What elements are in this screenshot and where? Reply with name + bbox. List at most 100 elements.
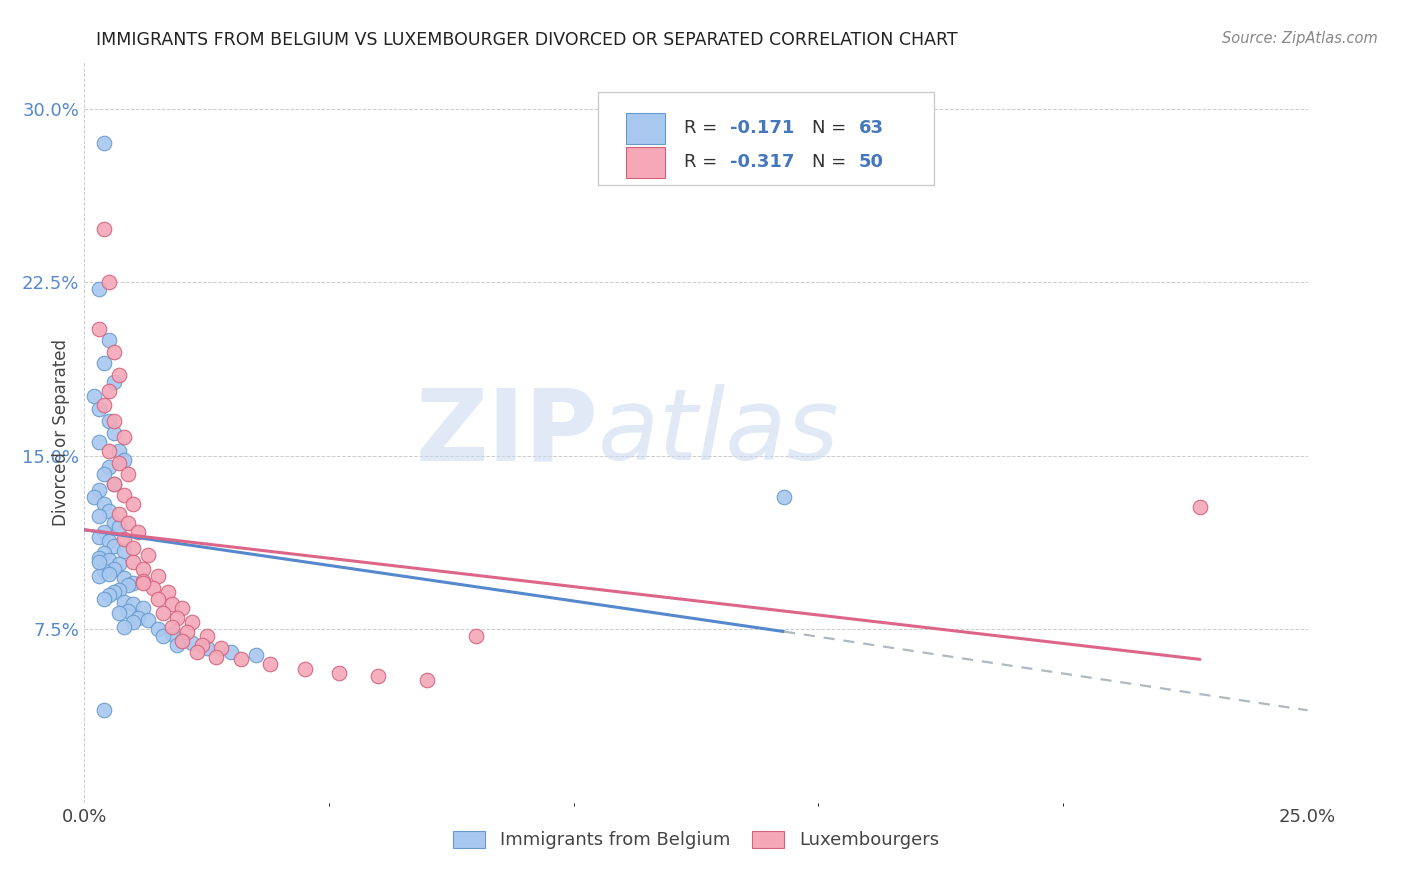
- Point: [112, 453, 135, 467]
- Point: [176, 624, 198, 639]
- Point: [166, 639, 188, 653]
- Point: [219, 645, 242, 659]
- Point: [97, 444, 120, 458]
- Point: [87, 550, 110, 565]
- Point: [93, 703, 115, 717]
- Point: [87, 402, 110, 417]
- Point: [127, 610, 149, 624]
- Point: [97, 588, 120, 602]
- Point: [117, 467, 139, 482]
- Point: [122, 541, 145, 556]
- Point: [136, 613, 159, 627]
- Text: atlas: atlas: [598, 384, 839, 481]
- Point: [103, 344, 125, 359]
- Point: [97, 333, 120, 347]
- Point: [122, 497, 145, 511]
- Point: [97, 534, 120, 549]
- FancyBboxPatch shape: [626, 112, 665, 144]
- Point: [132, 576, 155, 591]
- Point: [156, 585, 179, 599]
- Point: [195, 640, 218, 655]
- Point: [122, 597, 145, 611]
- Point: [328, 666, 350, 681]
- Point: [97, 566, 120, 581]
- Point: [107, 606, 129, 620]
- Point: [416, 673, 439, 688]
- Point: [162, 597, 184, 611]
- Point: [117, 604, 139, 618]
- Point: [107, 368, 129, 382]
- Point: [464, 629, 486, 643]
- Point: [209, 640, 232, 655]
- Point: [87, 282, 110, 296]
- Point: [87, 569, 110, 583]
- FancyBboxPatch shape: [626, 146, 665, 178]
- Point: [195, 629, 218, 643]
- Point: [103, 585, 125, 599]
- Point: [132, 574, 155, 588]
- Point: [172, 633, 194, 648]
- Text: R =: R =: [683, 153, 723, 171]
- Point: [87, 434, 110, 449]
- Text: Source: ZipAtlas.com: Source: ZipAtlas.com: [1222, 31, 1378, 46]
- Point: [112, 594, 135, 608]
- Point: [146, 569, 169, 583]
- Point: [112, 532, 135, 546]
- Point: [107, 456, 129, 470]
- Y-axis label: Divorced or Separated: Divorced or Separated: [52, 339, 70, 526]
- Point: [107, 444, 129, 458]
- Point: [107, 558, 129, 572]
- Point: [93, 546, 115, 560]
- Point: [245, 648, 267, 662]
- Point: [112, 620, 135, 634]
- Point: [773, 491, 796, 505]
- Point: [83, 491, 105, 505]
- Point: [107, 582, 129, 597]
- Point: [93, 467, 115, 482]
- Point: [103, 425, 125, 440]
- Point: [162, 620, 184, 634]
- Point: [93, 398, 115, 412]
- Point: [259, 657, 281, 671]
- Point: [166, 610, 188, 624]
- Point: [162, 627, 184, 641]
- Point: [93, 565, 115, 579]
- Point: [142, 581, 165, 595]
- Point: [107, 507, 129, 521]
- Text: R =: R =: [683, 120, 723, 137]
- Point: [103, 516, 125, 530]
- Point: [136, 548, 159, 562]
- Point: [103, 414, 125, 428]
- Point: [122, 615, 145, 630]
- FancyBboxPatch shape: [598, 92, 935, 185]
- Point: [367, 668, 389, 682]
- Point: [87, 483, 110, 498]
- Point: [172, 601, 194, 615]
- Point: [146, 622, 169, 636]
- Point: [117, 516, 139, 530]
- Point: [122, 576, 145, 591]
- Point: [103, 476, 125, 491]
- Point: [229, 652, 252, 666]
- Point: [1188, 500, 1211, 514]
- Text: -0.171: -0.171: [730, 120, 794, 137]
- Point: [152, 606, 174, 620]
- Legend: Immigrants from Belgium, Luxembourgers: Immigrants from Belgium, Luxembourgers: [446, 823, 946, 856]
- Point: [132, 601, 155, 615]
- Point: [294, 662, 316, 676]
- Point: [107, 520, 129, 534]
- Text: -0.317: -0.317: [730, 153, 794, 171]
- Point: [93, 136, 115, 151]
- Point: [181, 636, 204, 650]
- Point: [117, 578, 139, 592]
- Point: [181, 615, 204, 630]
- Text: IMMIGRANTS FROM BELGIUM VS LUXEMBOURGER DIVORCED OR SEPARATED CORRELATION CHART: IMMIGRANTS FROM BELGIUM VS LUXEMBOURGER …: [96, 31, 957, 49]
- Point: [122, 555, 145, 569]
- Point: [112, 430, 135, 444]
- Text: 63: 63: [859, 120, 883, 137]
- Text: N =: N =: [813, 153, 852, 171]
- Point: [83, 389, 105, 403]
- Point: [87, 321, 110, 335]
- Text: ZIP: ZIP: [415, 384, 598, 481]
- Point: [205, 650, 228, 665]
